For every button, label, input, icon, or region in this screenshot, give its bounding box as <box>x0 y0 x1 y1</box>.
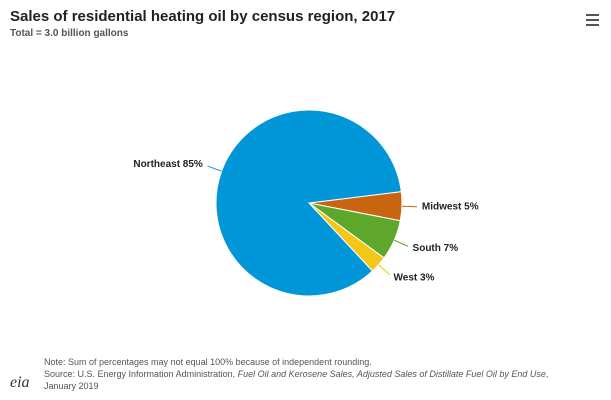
leader-line <box>207 165 222 172</box>
chart-subtitle: Total = 3.0 billion gallons <box>10 28 129 39</box>
note: Note: Sum of percentages may not equal 1… <box>44 357 372 367</box>
data-label: Northeast 85% <box>133 159 203 170</box>
data-label: Midwest 5% <box>422 202 479 213</box>
chart: Midwest 5% South 7% West 3% Northeast 85% <box>133 109 479 297</box>
data-label: South 7% <box>413 243 459 254</box>
notes: Note: Sum of percentages may not equal 1… <box>44 356 564 392</box>
leader-line <box>401 205 417 208</box>
data-label: West 3% <box>394 273 435 284</box>
source: Source: U.S. Energy Information Administ… <box>44 368 564 392</box>
source-text: , January 2019 <box>44 369 549 391</box>
leader-line <box>394 239 409 247</box>
source-text: Source: U.S. Energy Information Administ… <box>44 369 238 379</box>
logo: eia <box>10 374 30 391</box>
pie-slice <box>215 109 402 297</box>
leader-line <box>378 264 391 276</box>
chart-title: Sales of residential heating oil by cens… <box>10 8 396 25</box>
source-text: Fuel Oil and Kerosene Sales, Adjusted Sa… <box>237 369 546 379</box>
menu-button[interactable] <box>586 14 599 29</box>
